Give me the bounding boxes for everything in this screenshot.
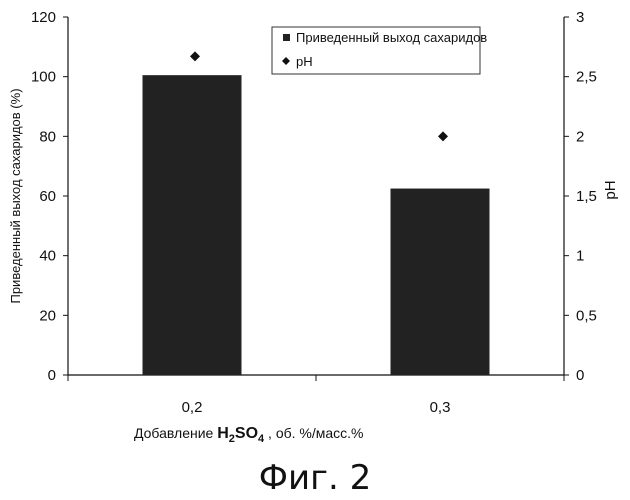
ph-point: [438, 131, 448, 141]
x-axis-title-prefix: Добавление: [134, 425, 213, 441]
y-tick-label: 80: [39, 128, 56, 145]
legend-ph-label: pH: [296, 54, 313, 69]
y-tick-label: 40: [39, 248, 56, 265]
x-axis-title-suffix: , об. %/масс.%: [268, 425, 363, 441]
y2-tick-label: 3: [576, 9, 584, 26]
bar: [391, 189, 490, 375]
y-tick-label: 100: [31, 69, 56, 86]
legend-bar-swatch: [283, 34, 290, 41]
y2-tick-label: 0: [576, 367, 584, 384]
ph-point: [190, 51, 200, 61]
y-tick-label: 20: [39, 307, 56, 324]
legend-bar-label: Приведенный выход сахаридов: [296, 30, 487, 45]
y2-tick-label: 0,5: [576, 307, 597, 324]
y2-tick-label: 2,5: [576, 69, 597, 86]
y-tick-label: 0: [48, 367, 56, 384]
x-axis-title-formula: H2SO4: [217, 425, 264, 442]
y2-axis-title: pH: [602, 180, 619, 199]
legend: Приведенный выход сахаридов pH: [272, 27, 487, 74]
bars: [143, 75, 490, 375]
y2-tick-label: 2: [576, 128, 584, 145]
y2-tick-label: 1,5: [576, 188, 597, 205]
y-tick-label: 60: [39, 188, 56, 205]
x-axis-title: Добавление H2SO4 , об. %/масс.%: [134, 425, 364, 445]
bar: [143, 75, 242, 375]
y-tick-label: 120: [31, 9, 56, 26]
x-tick-label: 0,3: [430, 399, 451, 416]
y-axis-title: Приведенный выход сахаридов (%): [8, 88, 23, 303]
figure-caption: Фиг. 2: [0, 458, 630, 498]
y2-tick-label: 1: [576, 248, 584, 265]
x-tick-label: 0,2: [182, 399, 203, 416]
